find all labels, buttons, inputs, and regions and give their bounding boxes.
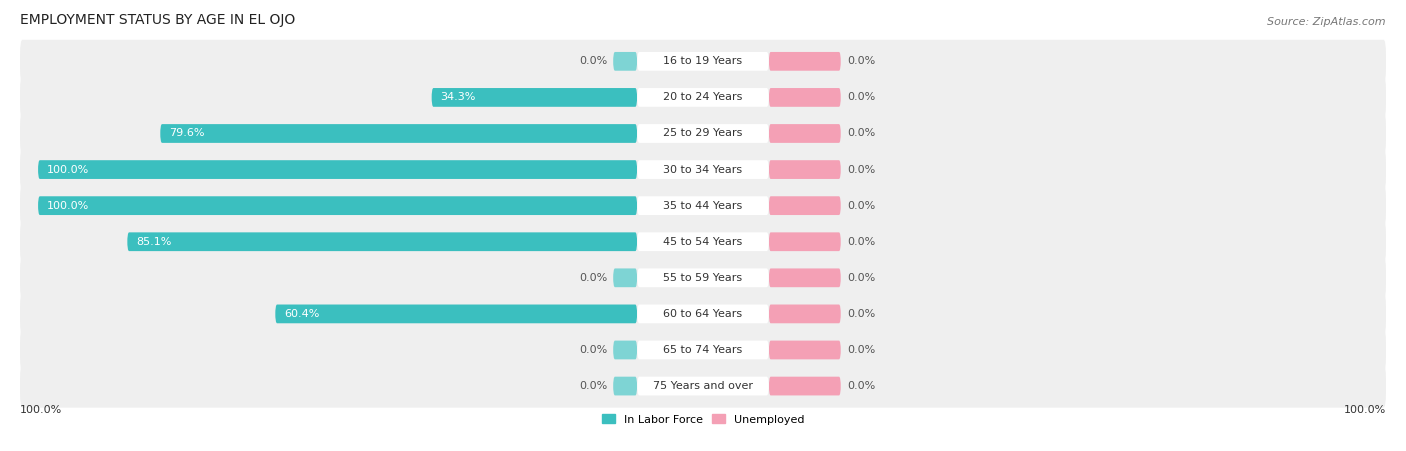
Text: 0.0%: 0.0% bbox=[846, 56, 875, 66]
FancyBboxPatch shape bbox=[637, 52, 769, 71]
Text: 0.0%: 0.0% bbox=[579, 381, 607, 391]
FancyBboxPatch shape bbox=[613, 268, 637, 287]
Text: 34.3%: 34.3% bbox=[440, 92, 477, 102]
FancyBboxPatch shape bbox=[769, 52, 841, 71]
FancyBboxPatch shape bbox=[769, 268, 841, 287]
FancyBboxPatch shape bbox=[20, 364, 1386, 408]
Text: 100.0%: 100.0% bbox=[46, 165, 89, 175]
Text: 0.0%: 0.0% bbox=[846, 381, 875, 391]
FancyBboxPatch shape bbox=[38, 196, 637, 215]
Text: 0.0%: 0.0% bbox=[846, 345, 875, 355]
FancyBboxPatch shape bbox=[637, 377, 769, 396]
FancyBboxPatch shape bbox=[20, 76, 1386, 119]
FancyBboxPatch shape bbox=[432, 88, 637, 107]
FancyBboxPatch shape bbox=[20, 292, 1386, 336]
FancyBboxPatch shape bbox=[769, 341, 841, 359]
Legend: In Labor Force, Unemployed: In Labor Force, Unemployed bbox=[602, 414, 804, 424]
Text: 25 to 29 Years: 25 to 29 Years bbox=[664, 129, 742, 138]
FancyBboxPatch shape bbox=[276, 304, 637, 323]
FancyBboxPatch shape bbox=[637, 160, 769, 179]
FancyBboxPatch shape bbox=[637, 88, 769, 107]
Text: EMPLOYMENT STATUS BY AGE IN EL OJO: EMPLOYMENT STATUS BY AGE IN EL OJO bbox=[20, 13, 295, 27]
Text: 0.0%: 0.0% bbox=[579, 345, 607, 355]
FancyBboxPatch shape bbox=[20, 148, 1386, 191]
FancyBboxPatch shape bbox=[637, 196, 769, 215]
Text: 20 to 24 Years: 20 to 24 Years bbox=[664, 92, 742, 102]
FancyBboxPatch shape bbox=[20, 328, 1386, 372]
FancyBboxPatch shape bbox=[20, 40, 1386, 83]
Text: 65 to 74 Years: 65 to 74 Years bbox=[664, 345, 742, 355]
FancyBboxPatch shape bbox=[769, 377, 841, 396]
FancyBboxPatch shape bbox=[20, 112, 1386, 155]
FancyBboxPatch shape bbox=[128, 232, 637, 251]
Text: 100.0%: 100.0% bbox=[20, 405, 62, 415]
FancyBboxPatch shape bbox=[637, 304, 769, 323]
Text: 60.4%: 60.4% bbox=[284, 309, 319, 319]
FancyBboxPatch shape bbox=[637, 268, 769, 287]
FancyBboxPatch shape bbox=[613, 52, 637, 71]
Text: 0.0%: 0.0% bbox=[846, 165, 875, 175]
Text: 16 to 19 Years: 16 to 19 Years bbox=[664, 56, 742, 66]
FancyBboxPatch shape bbox=[769, 196, 841, 215]
Text: 75 Years and over: 75 Years and over bbox=[652, 381, 754, 391]
FancyBboxPatch shape bbox=[613, 377, 637, 396]
FancyBboxPatch shape bbox=[637, 341, 769, 359]
FancyBboxPatch shape bbox=[769, 124, 841, 143]
Text: 0.0%: 0.0% bbox=[846, 201, 875, 211]
FancyBboxPatch shape bbox=[769, 160, 841, 179]
FancyBboxPatch shape bbox=[613, 341, 637, 359]
FancyBboxPatch shape bbox=[769, 88, 841, 107]
Text: 0.0%: 0.0% bbox=[846, 92, 875, 102]
Text: 100.0%: 100.0% bbox=[1344, 405, 1386, 415]
Text: 30 to 34 Years: 30 to 34 Years bbox=[664, 165, 742, 175]
FancyBboxPatch shape bbox=[637, 124, 769, 143]
Text: 0.0%: 0.0% bbox=[846, 273, 875, 283]
FancyBboxPatch shape bbox=[637, 232, 769, 251]
FancyBboxPatch shape bbox=[38, 160, 637, 179]
FancyBboxPatch shape bbox=[769, 304, 841, 323]
Text: 0.0%: 0.0% bbox=[579, 56, 607, 66]
Text: 35 to 44 Years: 35 to 44 Years bbox=[664, 201, 742, 211]
FancyBboxPatch shape bbox=[20, 256, 1386, 299]
Text: 0.0%: 0.0% bbox=[579, 273, 607, 283]
Text: 0.0%: 0.0% bbox=[846, 309, 875, 319]
Text: 0.0%: 0.0% bbox=[846, 237, 875, 247]
Text: 60 to 64 Years: 60 to 64 Years bbox=[664, 309, 742, 319]
Text: 100.0%: 100.0% bbox=[46, 201, 89, 211]
FancyBboxPatch shape bbox=[20, 220, 1386, 263]
Text: 85.1%: 85.1% bbox=[136, 237, 172, 247]
FancyBboxPatch shape bbox=[20, 184, 1386, 227]
Text: 55 to 59 Years: 55 to 59 Years bbox=[664, 273, 742, 283]
Text: 0.0%: 0.0% bbox=[846, 129, 875, 138]
FancyBboxPatch shape bbox=[160, 124, 637, 143]
Text: Source: ZipAtlas.com: Source: ZipAtlas.com bbox=[1267, 17, 1386, 27]
Text: 79.6%: 79.6% bbox=[169, 129, 205, 138]
FancyBboxPatch shape bbox=[769, 232, 841, 251]
Text: 45 to 54 Years: 45 to 54 Years bbox=[664, 237, 742, 247]
